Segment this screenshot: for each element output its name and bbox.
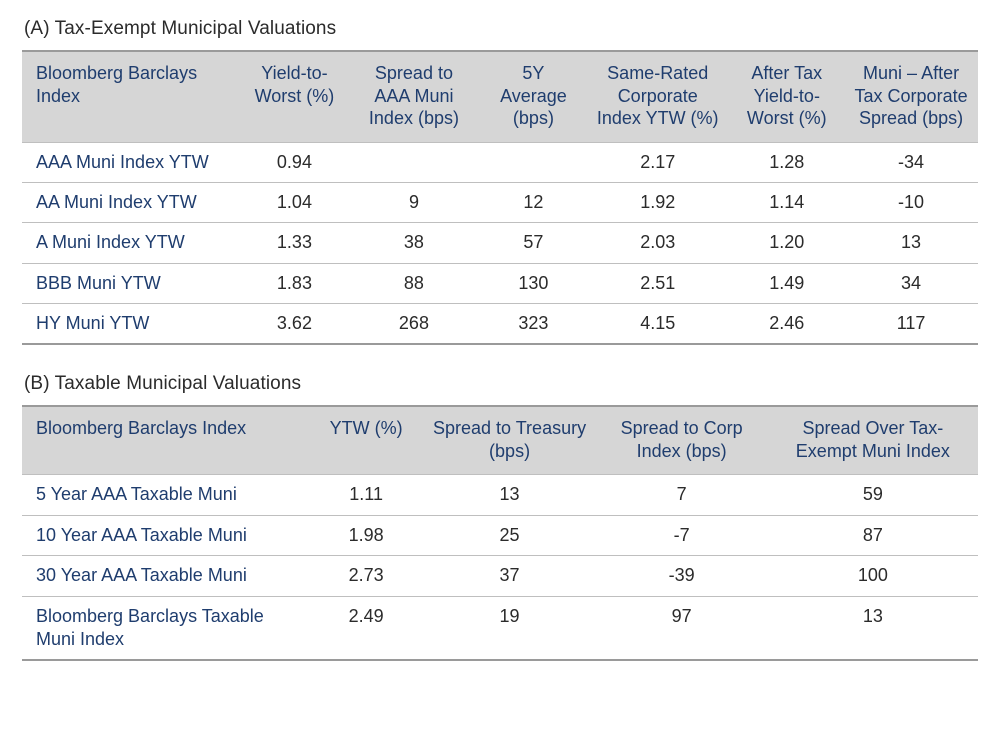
cell: 12 <box>481 182 586 222</box>
cell: 97 <box>596 596 768 660</box>
cell: 2.49 <box>309 596 424 660</box>
cell: 117 <box>844 304 978 345</box>
cell: -7 <box>596 515 768 555</box>
cell <box>347 142 481 182</box>
table-row: A Muni Index YTW 1.33 38 57 2.03 1.20 13 <box>22 223 978 263</box>
cell: 59 <box>768 475 978 515</box>
table-a-header-row: Bloomberg Barclays Index Yield-to-Worst … <box>22 52 978 142</box>
cell: 100 <box>768 556 978 596</box>
cell: 13 <box>424 475 596 515</box>
cell: 3.62 <box>242 304 347 345</box>
row-label: Bloomberg Barclays Taxable Muni Index <box>22 596 309 660</box>
cell: 4.15 <box>586 304 729 345</box>
row-label: 10 Year AAA Taxable Muni <box>22 515 309 555</box>
table-b-body: 5 Year AAA Taxable Muni 1.11 13 7 59 10 … <box>22 475 978 660</box>
table-b-header-1: YTW (%) <box>309 407 424 475</box>
cell: -34 <box>844 142 978 182</box>
table-row: AA Muni Index YTW 1.04 9 12 1.92 1.14 -1… <box>22 182 978 222</box>
table-a: Bloomberg Barclays Index Yield-to-Worst … <box>22 52 978 345</box>
table-a-header-1: Yield-to-Worst (%) <box>242 52 347 142</box>
cell: -39 <box>596 556 768 596</box>
cell: 87 <box>768 515 978 555</box>
row-label: A Muni Index YTW <box>22 223 242 263</box>
cell: 19 <box>424 596 596 660</box>
cell: 2.51 <box>586 263 729 303</box>
cell: 2.03 <box>586 223 729 263</box>
row-label: 30 Year AAA Taxable Muni <box>22 556 309 596</box>
cell: 2.73 <box>309 556 424 596</box>
page-root: (A) Tax-Exempt Municipal Valuations Bloo… <box>0 0 1000 685</box>
cell: 1.14 <box>729 182 844 222</box>
cell: 25 <box>424 515 596 555</box>
cell: 130 <box>481 263 586 303</box>
table-row: HY Muni YTW 3.62 268 323 4.15 2.46 117 <box>22 304 978 345</box>
cell: 37 <box>424 556 596 596</box>
cell: 268 <box>347 304 481 345</box>
cell: 1.92 <box>586 182 729 222</box>
table-b-header-2: Spread to Treasury (bps) <box>424 407 596 475</box>
row-label: 5 Year AAA Taxable Muni <box>22 475 309 515</box>
cell: -10 <box>844 182 978 222</box>
table-row: 5 Year AAA Taxable Muni 1.11 13 7 59 <box>22 475 978 515</box>
table-row: 10 Year AAA Taxable Muni 1.98 25 -7 87 <box>22 515 978 555</box>
cell: 88 <box>347 263 481 303</box>
cell: 34 <box>844 263 978 303</box>
table-a-body: AAA Muni Index YTW 0.94 2.17 1.28 -34 AA… <box>22 142 978 344</box>
table-row: BBB Muni YTW 1.83 88 130 2.51 1.49 34 <box>22 263 978 303</box>
table-a-wrap: Bloomberg Barclays Index Yield-to-Worst … <box>22 50 978 345</box>
table-b-header-row: Bloomberg Barclays Index YTW (%) Spread … <box>22 407 978 475</box>
table-row: 30 Year AAA Taxable Muni 2.73 37 -39 100 <box>22 556 978 596</box>
cell: 13 <box>768 596 978 660</box>
table-b-wrap: Bloomberg Barclays Index YTW (%) Spread … <box>22 405 978 661</box>
table-a-title: (A) Tax-Exempt Municipal Valuations <box>24 18 978 40</box>
cell: 1.20 <box>729 223 844 263</box>
cell: 1.28 <box>729 142 844 182</box>
table-b: Bloomberg Barclays Index YTW (%) Spread … <box>22 407 978 661</box>
cell: 0.94 <box>242 142 347 182</box>
cell: 1.83 <box>242 263 347 303</box>
row-label: AAA Muni Index YTW <box>22 142 242 182</box>
table-b-header-4: Spread Over Tax-Exempt Muni Index <box>768 407 978 475</box>
cell: 7 <box>596 475 768 515</box>
table-a-header-4: Same-Rated Corporate Index YTW (%) <box>586 52 729 142</box>
row-label: AA Muni Index YTW <box>22 182 242 222</box>
table-b-header-3: Spread to Corp Index (bps) <box>596 407 768 475</box>
table-b-header-0: Bloomberg Barclays Index <box>22 407 309 475</box>
table-b-title: (B) Taxable Municipal Valuations <box>24 373 978 395</box>
cell: 323 <box>481 304 586 345</box>
table-row: AAA Muni Index YTW 0.94 2.17 1.28 -34 <box>22 142 978 182</box>
cell: 2.46 <box>729 304 844 345</box>
cell: 1.33 <box>242 223 347 263</box>
cell: 1.04 <box>242 182 347 222</box>
table-a-header-6: Muni – After Tax Corporate Spread (bps) <box>844 52 978 142</box>
cell: 38 <box>347 223 481 263</box>
row-label: HY Muni YTW <box>22 304 242 345</box>
cell: 1.49 <box>729 263 844 303</box>
table-a-header-2: Spread to AAA Muni Index (bps) <box>347 52 481 142</box>
cell: 2.17 <box>586 142 729 182</box>
cell: 57 <box>481 223 586 263</box>
table-a-header-3: 5Y Average (bps) <box>481 52 586 142</box>
cell: 1.98 <box>309 515 424 555</box>
cell: 9 <box>347 182 481 222</box>
cell: 1.11 <box>309 475 424 515</box>
cell: 13 <box>844 223 978 263</box>
table-a-header-0: Bloomberg Barclays Index <box>22 52 242 142</box>
table-row: Bloomberg Barclays Taxable Muni Index 2.… <box>22 596 978 660</box>
row-label: BBB Muni YTW <box>22 263 242 303</box>
cell <box>481 142 586 182</box>
table-a-header-5: After Tax Yield-to-Worst (%) <box>729 52 844 142</box>
